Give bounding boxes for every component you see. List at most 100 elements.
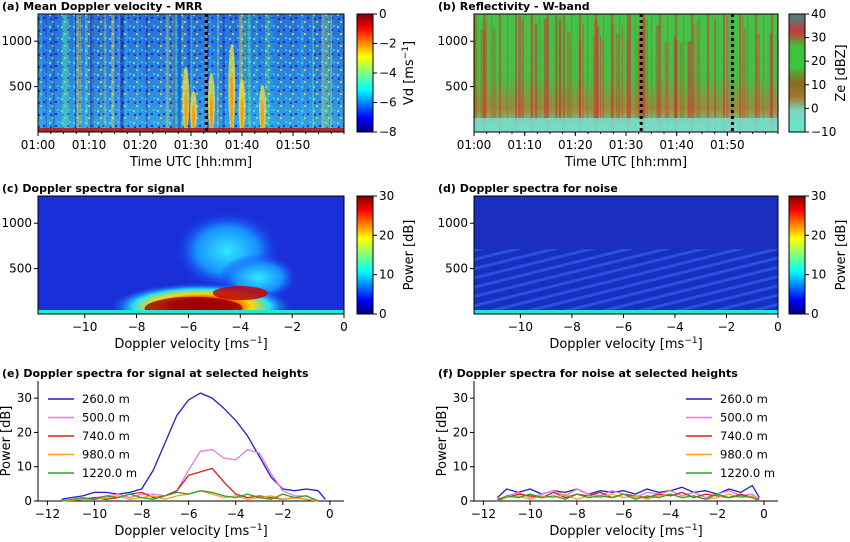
heatmap-streak — [125, 14, 128, 132]
y-tick-label: 1000 — [1, 34, 32, 48]
heatmap-streak — [188, 14, 191, 132]
x-tick-label: 01:10 — [72, 138, 107, 152]
panel-b: 500 1000 01:00 01:10 01:20 01:30 01:40 01:50 Tim… — [437, 0, 849, 170]
heatmap-streak — [145, 14, 148, 132]
colorbar-tick-label: 10 — [379, 268, 394, 282]
y-tick-label: 500 — [445, 262, 468, 276]
heatmap-streak — [246, 14, 249, 132]
colorbar-tick-label: −10 — [811, 125, 836, 139]
heatmap-layer — [38, 196, 344, 314]
legend-label: 500.0 m — [720, 411, 768, 425]
series-line — [497, 493, 760, 502]
x-tick-label: −2 — [718, 320, 736, 334]
x-tick-label: 01:00 — [21, 138, 56, 152]
heatmap-streak — [166, 14, 169, 132]
panel-title: (e) Doppler spectra for signal at select… — [2, 367, 309, 380]
heatmap-streak — [330, 14, 332, 132]
x-tick-label: 0 — [760, 507, 768, 521]
x-tick-label: −4 — [662, 507, 680, 521]
colorbar-tick-label: 20 — [811, 54, 826, 68]
x-axis-label: Time UTC [hh:mm] — [129, 155, 252, 170]
x-tick-label: 01:50 — [710, 138, 745, 152]
legend-label: 1220.0 m — [82, 466, 137, 480]
x-tick-label: 01:40 — [225, 138, 260, 152]
y-axis-label: Power [dB] — [0, 406, 14, 477]
y-tick-label: 20 — [17, 425, 32, 439]
x-tick-label: −4 — [666, 320, 684, 334]
heatmap-streak — [209, 14, 212, 132]
colorbar-tick-label: 20 — [811, 228, 826, 242]
legend-label: 260.0 m — [720, 392, 768, 406]
x-axis-label: Doppler velocity [ms−1] — [549, 336, 702, 352]
heatmap-streak — [217, 14, 220, 132]
heatmap-streak — [207, 14, 209, 132]
x-tick-label: −6 — [180, 320, 198, 334]
heatmap-streak — [325, 14, 329, 132]
x-tick-label: 0 — [340, 320, 348, 334]
x-tick-label: −10 — [82, 507, 107, 521]
colorbar-tick-label: −4 — [379, 66, 397, 80]
panel-d: 500 1000 −10 −8 −6 −4 −2 0 Doppler velocity [ms−… — [437, 182, 849, 352]
colorbar — [788, 13, 806, 133]
x-tick-label: −4 — [227, 507, 245, 521]
heatmap-streak — [222, 14, 225, 132]
y-tick-label: 10 — [453, 460, 468, 474]
colorbar-tick-label: 30 — [811, 189, 826, 203]
colorbar-tick-label: 10 — [811, 78, 826, 92]
heatmap-streak — [217, 14, 220, 132]
x-tick-label: −4 — [231, 320, 249, 334]
heatmap-streak — [137, 14, 139, 132]
legend-label: 500.0 m — [82, 411, 130, 425]
x-tick-label: 01:50 — [276, 138, 311, 152]
heatmap-streak — [266, 14, 270, 132]
heatmap-layer — [474, 196, 778, 314]
y-tick-label: 1000 — [437, 34, 468, 48]
heatmap-streak — [65, 14, 69, 132]
panel-title: (b) Reflectivity - W-band — [438, 0, 590, 13]
legend-label: 980.0 m — [720, 448, 768, 462]
heatmap-ground-band — [38, 310, 344, 314]
heatmap-texture — [474, 249, 778, 314]
heatmap-plume — [230, 73, 234, 132]
heatmap-streak — [84, 14, 88, 132]
legend-label: 740.0 m — [720, 429, 768, 443]
heatmap-ground-band — [474, 310, 778, 314]
heatmap-streak — [62, 14, 66, 132]
x-tick-label: −6 — [180, 507, 198, 521]
heatmap-streak — [205, 14, 208, 132]
heatmap-streak — [321, 14, 325, 132]
heatmap-streak — [174, 14, 176, 132]
colorbar-label: Vd [ms−1] — [401, 41, 417, 105]
heatmap-streak — [120, 14, 124, 132]
legend-label: 260.0 m — [82, 392, 130, 406]
heatmap-streak — [300, 14, 305, 132]
x-tick-label: −6 — [615, 320, 633, 334]
heatmap-ground-band — [474, 118, 778, 132]
heatmap-streak — [118, 14, 121, 132]
colorbar-tick-label: 40 — [811, 7, 826, 21]
x-tick-label: 0 — [774, 320, 782, 334]
heatmap-streak — [218, 14, 221, 132]
heatmap-streak — [172, 14, 176, 132]
colorbar-tick-label: 30 — [379, 189, 394, 203]
panel-c: 500 1000 −10 −8 −6 −4 −2 0 Doppler velocity [ms−… — [1, 182, 417, 352]
x-tick-label: −2 — [708, 507, 726, 521]
y-tick-label: 20 — [453, 425, 468, 439]
x-tick-label: −8 — [133, 507, 151, 521]
x-tick-label: −10 — [72, 320, 97, 334]
heatmap-streak — [91, 14, 94, 132]
colorbar-label: Ze [dBZ] — [834, 44, 849, 101]
x-tick-label: −8 — [128, 320, 146, 334]
heatmap-streak — [182, 14, 184, 132]
heatmap-streak — [190, 14, 193, 132]
x-tick-label: 01:30 — [174, 138, 209, 152]
colorbar-tick-label: −2 — [379, 37, 397, 51]
y-tick-label: 1000 — [1, 216, 32, 230]
colorbar — [788, 195, 806, 315]
heatmap-core — [144, 296, 243, 314]
heatmap-streak — [240, 14, 244, 132]
y-tick-label: 10 — [17, 460, 32, 474]
x-axis-label: Doppler velocity [ms−1] — [114, 336, 267, 352]
heatmap-streak — [45, 14, 47, 132]
